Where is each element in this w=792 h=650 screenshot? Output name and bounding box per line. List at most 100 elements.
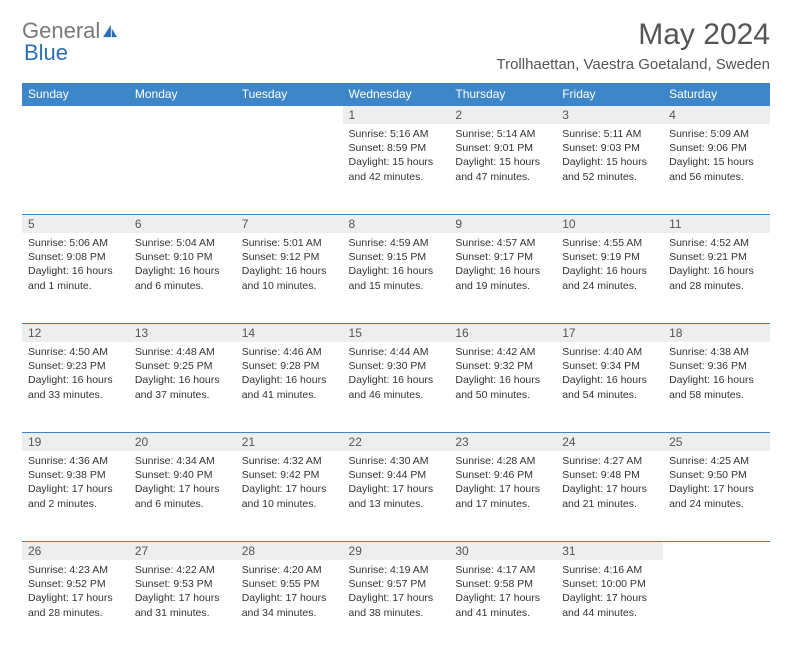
day-cell: Sunrise: 4:42 AMSunset: 9:32 PMDaylight:… bbox=[449, 342, 556, 432]
day-cell: Sunrise: 4:44 AMSunset: 9:30 PMDaylight:… bbox=[343, 342, 450, 432]
sunrise-line: Sunrise: 4:27 AM bbox=[562, 454, 657, 468]
location: Trollhaettan, Vaestra Goetaland, Sweden bbox=[496, 56, 770, 73]
daylight-line: Daylight: 16 hours and 6 minutes. bbox=[135, 264, 230, 292]
day-number bbox=[236, 105, 343, 110]
sunrise-line: Sunrise: 5:11 AM bbox=[562, 127, 657, 141]
sunrise-line: Sunrise: 4:17 AM bbox=[455, 563, 550, 577]
sunset-line: Sunset: 9:57 PM bbox=[349, 577, 444, 591]
day-number: 1 bbox=[343, 105, 450, 124]
daylight-line: Daylight: 17 hours and 17 minutes. bbox=[455, 482, 550, 510]
day-cell: Sunrise: 4:57 AMSunset: 9:17 PMDaylight:… bbox=[449, 233, 556, 323]
daylight-line: Daylight: 17 hours and 41 minutes. bbox=[455, 591, 550, 619]
daylight-line: Daylight: 16 hours and 1 minute. bbox=[28, 264, 123, 292]
daylight-line: Daylight: 17 hours and 2 minutes. bbox=[28, 482, 123, 510]
day-cell bbox=[236, 124, 343, 214]
day-number: 17 bbox=[556, 323, 663, 342]
sunset-line: Sunset: 9:42 PM bbox=[242, 468, 337, 482]
day-cell: Sunrise: 4:17 AMSunset: 9:58 PMDaylight:… bbox=[449, 560, 556, 650]
day-cell: Sunrise: 4:30 AMSunset: 9:44 PMDaylight:… bbox=[343, 451, 450, 541]
sunset-line: Sunset: 9:46 PM bbox=[455, 468, 550, 482]
sunset-line: Sunset: 9:55 PM bbox=[242, 577, 337, 591]
sunrise-line: Sunrise: 4:48 AM bbox=[135, 345, 230, 359]
daylight-line: Daylight: 17 hours and 38 minutes. bbox=[349, 591, 444, 619]
day-number: 4 bbox=[663, 105, 770, 124]
day-number: 20 bbox=[129, 432, 236, 451]
day-number: 7 bbox=[236, 214, 343, 233]
sunrise-line: Sunrise: 4:20 AM bbox=[242, 563, 337, 577]
day-cell: Sunrise: 4:19 AMSunset: 9:57 PMDaylight:… bbox=[343, 560, 450, 650]
daylight-line: Daylight: 16 hours and 15 minutes. bbox=[349, 264, 444, 292]
sunrise-line: Sunrise: 4:36 AM bbox=[28, 454, 123, 468]
daylight-line: Daylight: 16 hours and 10 minutes. bbox=[242, 264, 337, 292]
sunset-line: Sunset: 9:53 PM bbox=[135, 577, 230, 591]
day-number: 5 bbox=[22, 214, 129, 233]
sunset-line: Sunset: 9:21 PM bbox=[669, 250, 764, 264]
sunset-line: Sunset: 9:15 PM bbox=[349, 250, 444, 264]
day-cell: Sunrise: 5:04 AMSunset: 9:10 PMDaylight:… bbox=[129, 233, 236, 323]
daylight-line: Daylight: 17 hours and 24 minutes. bbox=[669, 482, 764, 510]
sunset-line: Sunset: 9:08 PM bbox=[28, 250, 123, 264]
title-block: May 2024 Trollhaettan, Vaestra Goetaland… bbox=[496, 18, 770, 73]
sunrise-line: Sunrise: 5:06 AM bbox=[28, 236, 123, 250]
day-cell bbox=[129, 124, 236, 214]
day-number: 2 bbox=[449, 105, 556, 124]
sunset-line: Sunset: 9:10 PM bbox=[135, 250, 230, 264]
sunset-line: Sunset: 9:36 PM bbox=[669, 359, 764, 373]
day-number: 28 bbox=[236, 541, 343, 560]
sunrise-line: Sunrise: 4:16 AM bbox=[562, 563, 657, 577]
day-number: 21 bbox=[236, 432, 343, 451]
sunrise-line: Sunrise: 5:14 AM bbox=[455, 127, 550, 141]
day-cell: Sunrise: 4:28 AMSunset: 9:46 PMDaylight:… bbox=[449, 451, 556, 541]
sunrise-line: Sunrise: 5:09 AM bbox=[669, 127, 764, 141]
day-cell: Sunrise: 5:14 AMSunset: 9:01 PMDaylight:… bbox=[449, 124, 556, 214]
sunset-line: Sunset: 9:44 PM bbox=[349, 468, 444, 482]
day-number: 14 bbox=[236, 323, 343, 342]
day-number: 22 bbox=[343, 432, 450, 451]
day-number: 8 bbox=[343, 214, 450, 233]
daylight-line: Daylight: 17 hours and 28 minutes. bbox=[28, 591, 123, 619]
sunset-line: Sunset: 9:32 PM bbox=[455, 359, 550, 373]
day-cell bbox=[663, 560, 770, 650]
day-cell: Sunrise: 5:06 AMSunset: 9:08 PMDaylight:… bbox=[22, 233, 129, 323]
day-cell: Sunrise: 4:59 AMSunset: 9:15 PMDaylight:… bbox=[343, 233, 450, 323]
sunrise-line: Sunrise: 4:44 AM bbox=[349, 345, 444, 359]
daylight-line: Daylight: 15 hours and 56 minutes. bbox=[669, 155, 764, 183]
day-number: 12 bbox=[22, 323, 129, 342]
sunrise-line: Sunrise: 4:22 AM bbox=[135, 563, 230, 577]
day-number: 11 bbox=[663, 214, 770, 233]
day-cell: Sunrise: 4:48 AMSunset: 9:25 PMDaylight:… bbox=[129, 342, 236, 432]
weekday-header: Wednesday bbox=[343, 83, 450, 105]
sunrise-line: Sunrise: 4:50 AM bbox=[28, 345, 123, 359]
sunrise-line: Sunrise: 5:04 AM bbox=[135, 236, 230, 250]
sunrise-line: Sunrise: 4:38 AM bbox=[669, 345, 764, 359]
sunrise-line: Sunrise: 4:42 AM bbox=[455, 345, 550, 359]
sunrise-line: Sunrise: 4:52 AM bbox=[669, 236, 764, 250]
day-number: 23 bbox=[449, 432, 556, 451]
sunrise-line: Sunrise: 4:28 AM bbox=[455, 454, 550, 468]
brand-logo: GeneralBlue bbox=[22, 18, 118, 66]
daylight-line: Daylight: 17 hours and 6 minutes. bbox=[135, 482, 230, 510]
day-number: 6 bbox=[129, 214, 236, 233]
day-cell: Sunrise: 4:32 AMSunset: 9:42 PMDaylight:… bbox=[236, 451, 343, 541]
daylight-line: Daylight: 16 hours and 24 minutes. bbox=[562, 264, 657, 292]
day-number: 24 bbox=[556, 432, 663, 451]
day-number: 30 bbox=[449, 541, 556, 560]
day-cell: Sunrise: 4:46 AMSunset: 9:28 PMDaylight:… bbox=[236, 342, 343, 432]
day-number: 18 bbox=[663, 323, 770, 342]
daylight-line: Daylight: 17 hours and 34 minutes. bbox=[242, 591, 337, 619]
sunset-line: Sunset: 9:58 PM bbox=[455, 577, 550, 591]
sunrise-line: Sunrise: 4:55 AM bbox=[562, 236, 657, 250]
day-number: 13 bbox=[129, 323, 236, 342]
day-cell bbox=[22, 124, 129, 214]
daylight-line: Daylight: 16 hours and 46 minutes. bbox=[349, 373, 444, 401]
weekday-header: Sunday bbox=[22, 83, 129, 105]
sunrise-line: Sunrise: 4:23 AM bbox=[28, 563, 123, 577]
sunset-line: Sunset: 9:40 PM bbox=[135, 468, 230, 482]
daylight-line: Daylight: 15 hours and 52 minutes. bbox=[562, 155, 657, 183]
day-number: 19 bbox=[22, 432, 129, 451]
sunrise-line: Sunrise: 4:30 AM bbox=[349, 454, 444, 468]
daylight-line: Daylight: 16 hours and 37 minutes. bbox=[135, 373, 230, 401]
daylight-line: Daylight: 17 hours and 44 minutes. bbox=[562, 591, 657, 619]
day-cell: Sunrise: 5:11 AMSunset: 9:03 PMDaylight:… bbox=[556, 124, 663, 214]
sunset-line: Sunset: 9:01 PM bbox=[455, 141, 550, 155]
